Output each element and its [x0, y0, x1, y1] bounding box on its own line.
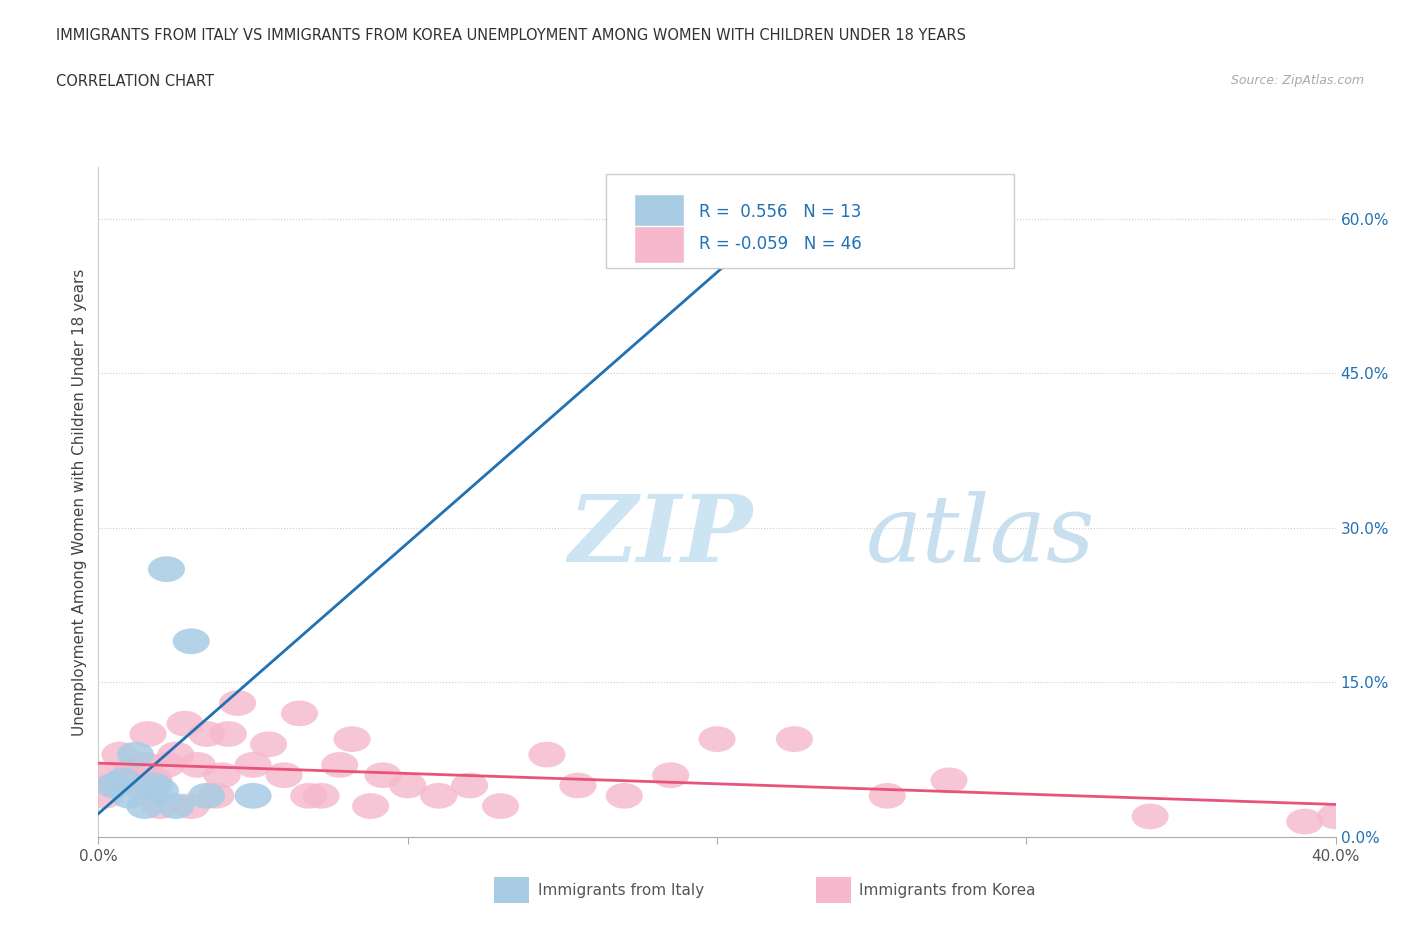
Ellipse shape [179, 752, 217, 777]
Ellipse shape [96, 773, 132, 798]
Text: Source: ZipAtlas.com: Source: ZipAtlas.com [1230, 74, 1364, 87]
Ellipse shape [333, 726, 371, 752]
Ellipse shape [776, 726, 813, 752]
Ellipse shape [931, 767, 967, 793]
Ellipse shape [129, 721, 166, 747]
Ellipse shape [1132, 804, 1168, 830]
Bar [634, 193, 683, 231]
Text: R = -0.059   N = 46: R = -0.059 N = 46 [699, 235, 862, 253]
Ellipse shape [266, 763, 302, 788]
Ellipse shape [188, 721, 225, 747]
Text: ZIP: ZIP [568, 491, 752, 580]
Ellipse shape [197, 783, 235, 809]
Ellipse shape [157, 742, 194, 767]
Bar [815, 877, 851, 903]
Ellipse shape [235, 783, 271, 809]
Ellipse shape [89, 763, 127, 788]
Ellipse shape [529, 742, 565, 767]
Ellipse shape [96, 773, 132, 798]
Y-axis label: Unemployment Among Women with Children Under 18 years: Unemployment Among Women with Children U… [72, 269, 87, 736]
Bar [634, 226, 683, 263]
Ellipse shape [1317, 804, 1354, 830]
Text: atlas: atlas [866, 491, 1095, 580]
Ellipse shape [482, 793, 519, 819]
Ellipse shape [142, 793, 179, 819]
Text: IMMIGRANTS FROM ITALY VS IMMIGRANTS FROM KOREA UNEMPLOYMENT AMONG WOMEN WITH CHI: IMMIGRANTS FROM ITALY VS IMMIGRANTS FROM… [56, 28, 966, 43]
Ellipse shape [389, 773, 426, 798]
Ellipse shape [209, 721, 247, 747]
Ellipse shape [157, 793, 194, 819]
Ellipse shape [364, 763, 402, 788]
Ellipse shape [135, 767, 173, 793]
Ellipse shape [1286, 809, 1323, 834]
Bar [495, 877, 529, 903]
Ellipse shape [135, 773, 173, 798]
Ellipse shape [321, 752, 359, 777]
Ellipse shape [235, 752, 271, 777]
Text: R =  0.556   N = 13: R = 0.556 N = 13 [699, 204, 860, 221]
Ellipse shape [699, 726, 735, 752]
Text: CORRELATION CHART: CORRELATION CHART [56, 74, 214, 89]
Ellipse shape [120, 773, 157, 798]
Ellipse shape [188, 783, 225, 809]
Ellipse shape [111, 783, 148, 809]
Ellipse shape [101, 742, 139, 767]
Ellipse shape [104, 767, 142, 793]
Ellipse shape [127, 752, 163, 777]
Ellipse shape [281, 700, 318, 726]
Text: Immigrants from Italy: Immigrants from Italy [537, 884, 704, 898]
Ellipse shape [560, 773, 596, 798]
Ellipse shape [352, 793, 389, 819]
Ellipse shape [290, 783, 328, 809]
Ellipse shape [451, 773, 488, 798]
Ellipse shape [761, 185, 797, 211]
Ellipse shape [420, 783, 457, 809]
Ellipse shape [148, 752, 186, 777]
Ellipse shape [204, 763, 240, 788]
Ellipse shape [250, 731, 287, 757]
Ellipse shape [117, 742, 155, 767]
Ellipse shape [869, 783, 905, 809]
Ellipse shape [173, 629, 209, 654]
Ellipse shape [127, 793, 163, 819]
Ellipse shape [606, 783, 643, 809]
Ellipse shape [114, 757, 150, 783]
FancyBboxPatch shape [606, 174, 1014, 268]
Text: Immigrants from Korea: Immigrants from Korea [859, 884, 1036, 898]
Ellipse shape [173, 793, 209, 819]
Ellipse shape [148, 556, 186, 582]
Ellipse shape [302, 783, 340, 809]
Ellipse shape [652, 763, 689, 788]
Ellipse shape [86, 783, 124, 809]
Ellipse shape [166, 711, 204, 737]
Ellipse shape [111, 767, 148, 793]
Ellipse shape [142, 777, 179, 804]
Ellipse shape [219, 690, 256, 716]
